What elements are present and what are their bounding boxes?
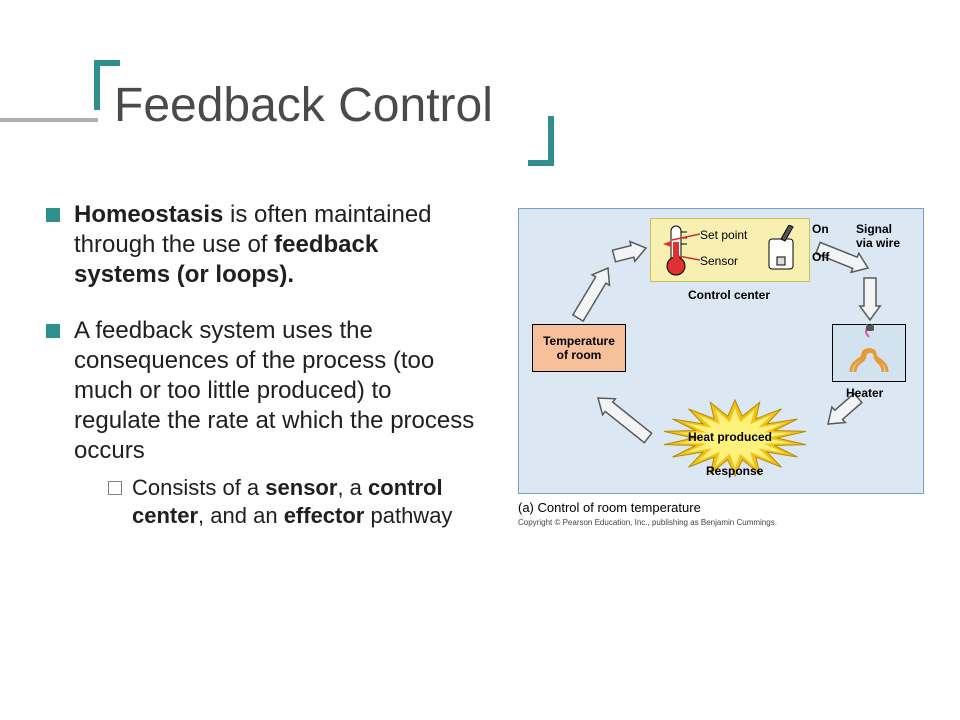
label-signal: Signal via wire [856,222,900,250]
label-set-point: Set point [700,228,747,242]
title-bracket-bottom [528,116,554,166]
slide-title: Feedback Control [114,78,493,133]
figure-caption: (a) Control of room temperature [518,500,701,515]
label-control-center: Control center [688,288,770,302]
switch-icon [759,225,803,275]
label-temperature-of-room: Temperature of room [543,334,615,363]
label-heat-produced: Heat produced [688,430,772,444]
label-off: Off [812,250,829,264]
label-heater: Heater [846,386,883,400]
heater-coil-icon [833,324,905,382]
figure-copyright: Copyright © Pearson Education, Inc., pub… [518,518,777,527]
label-on: On [812,222,829,236]
temperature-box: Temperature of room [532,324,626,372]
sub-bullet-item: Consists of a sensor, a control center, … [104,474,480,529]
slide: Feedback Control Homeostasis is often ma… [0,0,960,720]
bullet-item: Homeostasis is often maintained through … [40,200,480,290]
figure-room-temperature: (a) Control of room temperature Copyrigh… [510,200,930,540]
label-sensor: Sensor [700,254,738,268]
label-response: Response [706,464,763,478]
title-rule [0,118,98,122]
body-text: Homeostasis is often maintained through … [40,200,480,555]
thermometer-icon [657,222,697,280]
heater-box [832,324,906,382]
bullet-item: A feedback system uses the consequences … [40,316,480,529]
